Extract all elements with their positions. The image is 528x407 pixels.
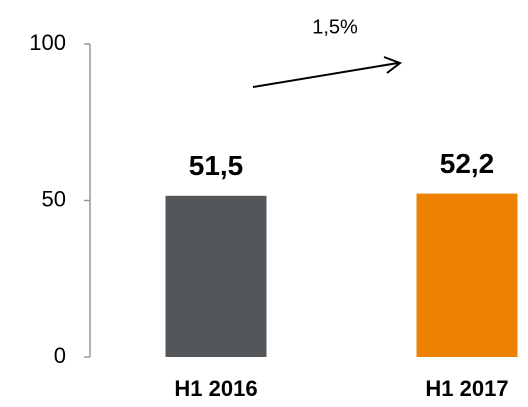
y-tick-label: 50 [42, 186, 66, 211]
annotation: 1,5% [312, 16, 358, 38]
x-tick-label: H1 2017 [425, 376, 508, 401]
y-tick-label: 100 [29, 30, 66, 55]
bar [416, 193, 518, 357]
value-label: 52,2 [440, 148, 495, 179]
bar [165, 195, 267, 357]
x-tick-label: H1 2016 [174, 376, 257, 401]
value-label: 51,5 [189, 150, 244, 181]
arrow [252, 56, 403, 88]
y-tick-label: 0 [54, 343, 66, 368]
